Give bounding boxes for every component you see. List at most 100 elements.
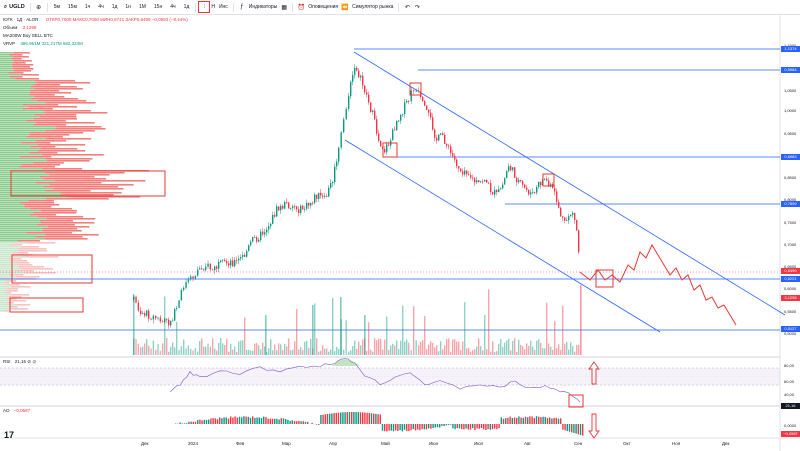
candle-body [410,90,412,102]
vrvp-bar-buy [0,108,23,110]
ao-bar [234,416,236,424]
volume-bar [506,340,508,355]
interval-15w[interactable]: 15н [153,3,163,10]
top-toolbar: ⌕ UGLD ⊕ 5м 15м 1ч 4ч 1д 1н 1М 15н 4ч 1д… [0,0,800,15]
candle-body [458,166,460,169]
vrvp-bar-sell [45,130,95,132]
vrvp-bar-sell [30,208,72,210]
replay-button[interactable]: Симулятор рынка [352,3,394,10]
ao-bar [472,424,474,429]
chart-type-icon[interactable]: ⫶ [198,1,211,13]
redo-icon[interactable]: ↷ [414,4,420,11]
volume-bar [510,350,512,355]
vrvp-bar-buy [0,104,23,106]
interval-1w[interactable]: 1н [125,3,131,10]
candle-body [310,202,312,206]
interval-4h[interactable]: 4ч [98,3,104,10]
replay-icon[interactable]: ⏪ [341,4,349,11]
volume-bar [492,341,494,355]
legend-title[interactable]: ЮГК · 1Д · ALOR [3,17,39,22]
volume-bar [302,350,304,355]
add-symbol-icon[interactable]: ⊕ [36,4,42,11]
volume-bar [542,348,544,355]
ao-value-tag: −0,0587 [781,431,800,437]
interval-1d[interactable]: 1д [111,3,118,10]
candle-body [324,195,326,197]
indicators-button[interactable]: Индикаторы [248,3,278,10]
undo-icon[interactable]: ↶ [404,4,410,11]
legend-ma-label[interactable]: MA200W Buy SELL BTC [3,33,53,38]
volume-bar [434,347,436,355]
ao-bar [342,412,344,424]
vrvp-bar-buy [0,128,56,130]
interval-4h-alt[interactable]: 4ч [170,3,176,10]
candle-body [428,109,430,113]
symbol-search-button[interactable]: ⌕ UGLD [3,2,27,13]
compare-button[interactable]: Инс [218,3,228,10]
selected-interval[interactable]: Н [211,3,215,10]
ao-bar [252,416,254,424]
vrvp-bar-buy [0,266,19,268]
candle-body [240,257,242,259]
candle-body [418,90,420,92]
candle-body [236,260,238,261]
candle-body [430,112,432,118]
volume-bar [284,343,286,355]
volume-bar [172,342,174,355]
vrvp-bar-sell [42,230,82,232]
ao-bar [401,424,403,432]
vrvp-bar-buy [0,308,13,310]
volume-bar [278,343,280,355]
vrvp-bar-buy [0,90,30,92]
interval-5m[interactable]: 5м [53,3,60,10]
ao-bar [551,418,553,424]
price-tag: 1,1374 [781,46,800,52]
vrvp-bar-buy [0,52,14,54]
tradingview-logo[interactable]: 17 [4,430,15,440]
volume-bar [408,342,410,355]
volume-bar [314,303,316,355]
time-axis-label: Авг [524,441,532,446]
indicators-icon[interactable]: ƒ [240,4,244,10]
ao-bar [208,419,210,424]
ao-value: −0,0587 [13,408,31,413]
templates-icon[interactable]: ▦ [281,4,288,11]
alert-icon[interactable]: ⏰ [297,4,305,11]
interval-1d-alt[interactable]: 1д [183,3,190,10]
alerts-button[interactable]: Оповещения [308,3,339,10]
vrvp-bar-sell [45,198,109,200]
vrvp-bar-buy [0,232,27,234]
interval-15m[interactable]: 15м [67,3,77,10]
ao-bar [322,414,324,424]
ao-label[interactable]: AO [3,408,10,413]
vrvp-bar-sell [60,192,122,194]
volume-bar [197,351,199,355]
vrvp-bar-buy [0,86,31,88]
vrvp-bar-buy [0,302,7,304]
vrvp-bar-sell [13,60,32,62]
annotation-box-retest [542,173,555,187]
vrvp-bar-buy [0,194,61,196]
price-axis-label: 0,7500 [784,220,797,225]
vrvp-bar-buy [0,158,46,160]
ao-bar [278,419,280,424]
interval-1h[interactable]: 1ч [84,3,91,10]
volume-bar [203,346,205,355]
legend-volume-label[interactable]: Объем [3,25,18,30]
vrvp-bar-buy [0,66,12,68]
rsi-pane [169,358,581,403]
volume-bars [133,285,582,355]
candle-body [520,179,522,182]
vrvp-bar-sell [49,174,110,176]
candle-body [518,179,520,183]
legend-vrvp-label[interactable]: VRVP [3,41,16,46]
divider [292,2,294,12]
volume-bar [560,349,562,355]
candle-body [230,260,232,266]
candle-body [452,153,454,156]
rsi-label[interactable]: RSI [3,359,11,364]
candle-body [482,181,484,183]
interval-1m[interactable]: 1М [138,3,146,10]
vrvp-bar-buy [0,236,36,238]
